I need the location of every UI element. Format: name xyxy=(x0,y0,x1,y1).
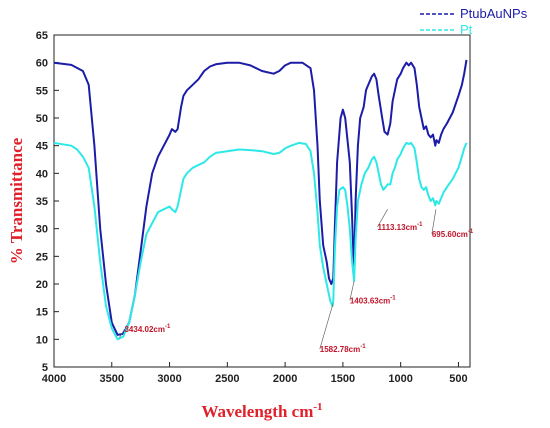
x-tick-label-2000: 2000 xyxy=(273,373,297,385)
annotation-label-3: 1113.13cm-1 xyxy=(378,222,424,232)
y-tick-label-20: 20 xyxy=(36,279,48,291)
annotation-label-1: 1582.78cm-1 xyxy=(320,344,366,354)
series-line-pt xyxy=(53,141,468,341)
annotation-leader-0 xyxy=(119,328,125,338)
x-tick-label-500: 500 xyxy=(449,373,467,385)
x-tick-label-4000: 4000 xyxy=(42,373,66,385)
x-tick-label-3000: 3000 xyxy=(157,373,181,385)
y-tick-label-55: 55 xyxy=(36,85,48,97)
legend-label-pt: Pt xyxy=(460,22,473,37)
plot-frame xyxy=(53,34,471,368)
annotation-label-0: 3434.02cm-1 xyxy=(124,324,170,334)
annotation-group: 3434.02cm-11582.78cm-11403.63cm-11113.13… xyxy=(119,209,474,354)
x-axis-title-text: Wavelength cm xyxy=(201,402,313,421)
y-tick-label-60: 60 xyxy=(36,58,48,70)
annotation-value-1: 1582.78cm xyxy=(320,345,360,354)
legend: PtubAuNPs Pt xyxy=(420,6,528,37)
annotation-value-2: 1403.63cm xyxy=(350,296,390,305)
annotation-value-4: 695.60cm xyxy=(432,230,468,239)
x-tick-label-2500: 2500 xyxy=(215,373,239,385)
x-tick-label-3500: 3500 xyxy=(100,373,124,385)
x-tick-label-1500: 1500 xyxy=(331,373,355,385)
annotation-label-2: 1403.63cm-1 xyxy=(350,295,396,305)
annotation-leader-3 xyxy=(377,209,388,227)
annotation-sup-3: -1 xyxy=(417,222,423,228)
y-tick-label-10: 10 xyxy=(36,334,48,346)
y-tick-label-25: 25 xyxy=(36,251,48,263)
y-tick-label-5: 5 xyxy=(42,362,48,374)
annotation-leader-2 xyxy=(349,281,355,301)
annotation-sup-1: -1 xyxy=(360,344,366,350)
y-tick-label-65: 65 xyxy=(36,30,48,42)
y-tick-label-15: 15 xyxy=(36,307,48,319)
annotation-value-3: 1113.13cm xyxy=(378,223,418,232)
annotation-value-0: 3434.02cm xyxy=(124,325,164,334)
y-tick-label-35: 35 xyxy=(36,196,48,208)
annotation-sup-0: -1 xyxy=(165,324,171,330)
y-tick-label-30: 30 xyxy=(36,224,48,236)
annotation-sup-2: -1 xyxy=(390,295,396,301)
y-tick-label-50: 50 xyxy=(36,113,48,125)
y-tick-label-45: 45 xyxy=(36,141,48,153)
annotation-label-4: 695.60cm-1 xyxy=(432,229,474,239)
annotation-leader-1 xyxy=(319,303,334,350)
y-axis-title: % Transmittance xyxy=(7,137,26,264)
series-line-ptubaunps xyxy=(53,59,468,336)
x-axis-title: Wavelength cm-1 xyxy=(201,401,322,421)
x-tick-label-1000: 1000 xyxy=(388,373,412,385)
annotation-sup-4: -1 xyxy=(468,229,474,235)
annotation-leader-4 xyxy=(431,209,437,235)
tick-group: 4000 3500 3000 2500 2000 1500 1000 500 5 10 15 20 25… xyxy=(36,30,468,385)
series-group xyxy=(53,59,468,341)
legend-label-ptubaunps: PtubAuNPs xyxy=(460,6,528,21)
x-axis-title-sup: -1 xyxy=(313,401,322,413)
y-tick-label-40: 40 xyxy=(36,168,48,180)
